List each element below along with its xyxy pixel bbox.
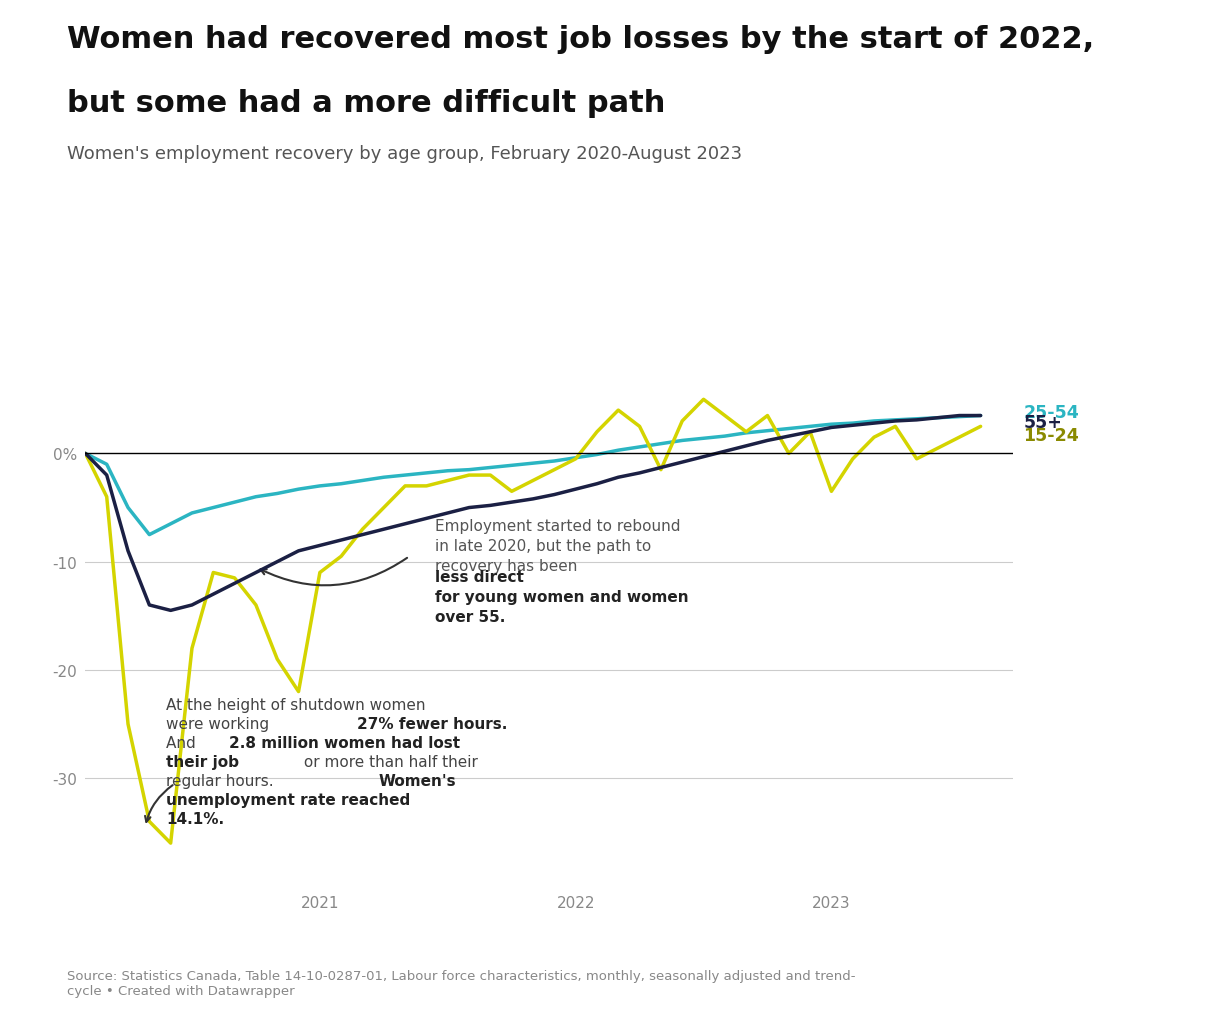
Text: were working: were working (166, 716, 274, 732)
Text: less direct
for young women and women
over 55.: less direct for young women and women ov… (436, 570, 688, 625)
Text: their job: their job (166, 754, 239, 769)
Text: Women had recovered most job losses by the start of 2022,: Women had recovered most job losses by t… (67, 25, 1094, 54)
Text: 27% fewer hours.: 27% fewer hours. (357, 716, 508, 732)
Text: Women's employment recovery by age group, February 2020-August 2023: Women's employment recovery by age group… (67, 145, 742, 163)
Text: unemployment rate reached: unemployment rate reached (166, 792, 411, 807)
Text: 2.8 million women had lost: 2.8 million women had lost (229, 735, 460, 750)
Text: At the height of shutdown women: At the height of shutdown women (166, 697, 426, 712)
Text: or more than half their: or more than half their (299, 754, 478, 769)
Text: 25-54: 25-54 (1024, 404, 1078, 422)
Text: Women's: Women's (378, 773, 456, 788)
Text: And: And (166, 735, 201, 750)
Text: but some had a more difficult path: but some had a more difficult path (67, 89, 665, 117)
Text: Source: Statistics Canada, Table 14-10-0287-01, Labour force characteristics, mo: Source: Statistics Canada, Table 14-10-0… (67, 969, 855, 997)
Text: Employment started to rebound
in late 2020, but the path to
recovery has been: Employment started to rebound in late 20… (436, 519, 681, 574)
Text: 15-24: 15-24 (1024, 427, 1078, 444)
Text: regular hours.: regular hours. (166, 773, 279, 788)
Text: 14.1%.: 14.1%. (166, 811, 224, 825)
Text: 55+: 55+ (1024, 414, 1063, 432)
